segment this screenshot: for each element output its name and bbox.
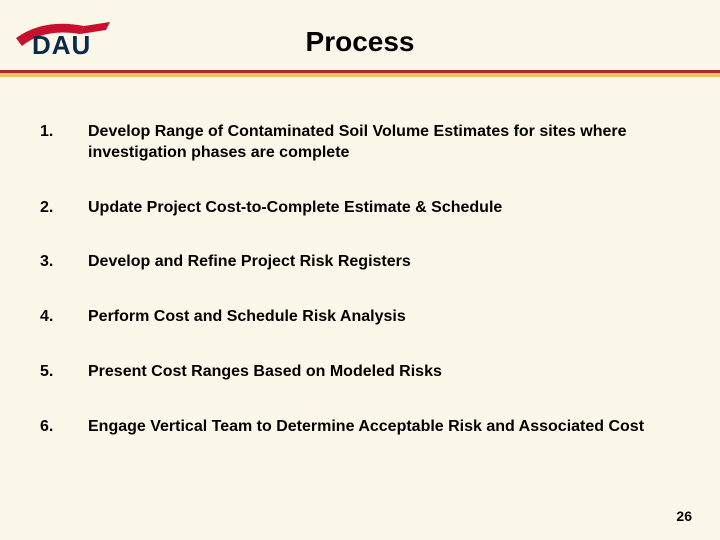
page-number: 26 [676,508,692,524]
list-item: 1. Develop Range of Contaminated Soil Vo… [40,122,680,164]
list-item: 2. Update Project Cost-to-Complete Estim… [40,198,680,219]
slide-header: DAU Process [0,0,720,74]
list-item: 3. Develop and Refine Project Risk Regis… [40,252,680,273]
svg-text:DAU: DAU [32,30,91,60]
item-text: Engage Vertical Team to Determine Accept… [88,417,680,438]
item-number: 5. [40,362,88,383]
item-text: Present Cost Ranges Based on Modeled Ris… [88,362,680,383]
item-text: Develop Range of Contaminated Soil Volum… [88,122,680,164]
item-number: 1. [40,122,88,143]
divider-gold [0,73,720,77]
item-text: Perform Cost and Schedule Risk Analysis [88,307,680,328]
slide-body: 1. Develop Range of Contaminated Soil Vo… [0,74,720,438]
dau-logo: DAU [14,8,124,65]
list-item: 5. Present Cost Ranges Based on Modeled … [40,362,680,383]
item-number: 6. [40,417,88,438]
item-number: 4. [40,307,88,328]
item-text: Develop and Refine Project Risk Register… [88,252,680,273]
item-text: Update Project Cost-to-Complete Estimate… [88,198,680,219]
list-item: 6. Engage Vertical Team to Determine Acc… [40,417,680,438]
item-number: 3. [40,252,88,273]
list-item: 4. Perform Cost and Schedule Risk Analys… [40,307,680,328]
item-number: 2. [40,198,88,219]
